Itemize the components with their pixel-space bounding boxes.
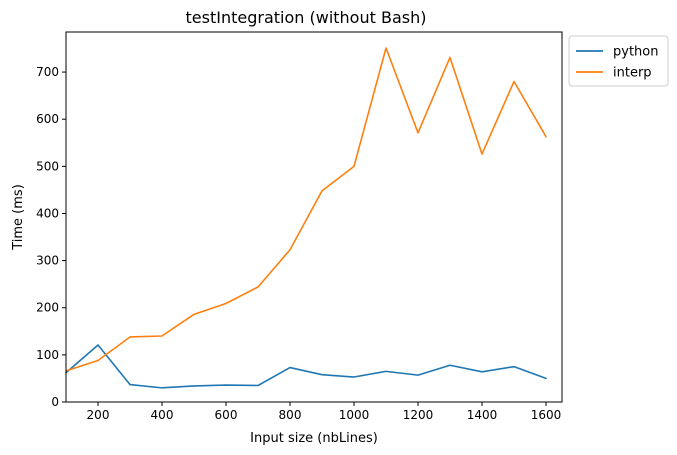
y-tick-label: 500	[36, 159, 59, 173]
x-tick-label: 1000	[339, 408, 370, 422]
legend-label-python: python	[613, 45, 658, 60]
x-tick-label: 1600	[531, 408, 562, 422]
y-tick-label: 700	[36, 65, 59, 79]
x-axis-label: Input size (nbLines)	[250, 431, 378, 446]
y-axis-label: Time (ms)	[11, 184, 26, 251]
x-axis: 200 400 600 800 1000 1200 1400 1600	[87, 402, 562, 422]
y-axis: 0 100 200 300 400 500 600 700	[36, 65, 66, 409]
y-tick-label: 300	[36, 254, 59, 268]
y-tick-label: 100	[36, 348, 59, 362]
plot-area	[65, 47, 547, 389]
legend: python interp	[568, 35, 669, 87]
y-tick-label: 0	[51, 395, 59, 409]
x-tick-label: 200	[87, 408, 110, 422]
x-tick-label: 1400	[467, 408, 498, 422]
legend-box	[568, 35, 669, 87]
x-tick-label: 400	[151, 408, 174, 422]
chart-title: testIntegration (without Bash)	[186, 8, 427, 27]
x-tick-label: 600	[215, 408, 238, 422]
y-tick-label: 600	[36, 112, 59, 126]
y-tick-label: 200	[36, 301, 59, 315]
series-line-python	[65, 344, 547, 389]
x-tick-label: 800	[279, 408, 302, 422]
series-line-interp	[65, 47, 547, 372]
legend-label-interp: interp	[613, 66, 652, 81]
y-tick-label: 400	[36, 206, 59, 220]
x-tick-label: 1200	[403, 408, 434, 422]
plot-frame	[65, 31, 563, 403]
